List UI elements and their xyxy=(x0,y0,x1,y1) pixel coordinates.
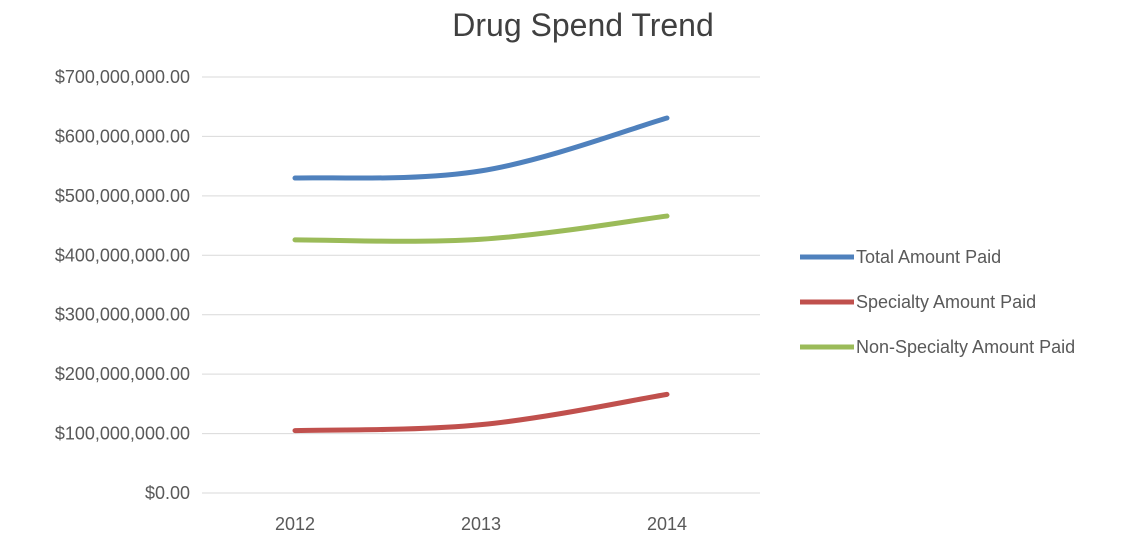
y-tick-label: $400,000,000.00 xyxy=(55,245,190,265)
y-axis-tick-labels: $0.00 $100,000,000.00 $200,000,000.00 $300,… xyxy=(55,67,190,503)
x-tick-label: 2013 xyxy=(461,514,501,534)
legend-entry: Total Amount Paid xyxy=(800,247,1001,267)
series-lines xyxy=(292,115,670,434)
series-non-specialty-amount-paid xyxy=(292,213,670,244)
series-line-total-amount-paid xyxy=(292,115,670,181)
legend-entry: Non-Specialty Amount Paid xyxy=(800,337,1075,357)
y-tick-label: $200,000,000.00 xyxy=(55,364,190,384)
y-tick-label: $100,000,000.00 xyxy=(55,424,190,444)
legend-label: Non-Specialty Amount Paid xyxy=(856,337,1075,357)
x-tick-label: 2014 xyxy=(647,514,687,534)
gridlines xyxy=(202,76,760,494)
x-axis-tick-labels: 2012 2013 2014 xyxy=(275,514,687,534)
series-line-specialty-amount-paid xyxy=(292,391,670,434)
legend-label: Specialty Amount Paid xyxy=(856,292,1036,312)
legend-label: Total Amount Paid xyxy=(856,247,1001,267)
legend: Total Amount Paid Specialty Amount Paid No… xyxy=(800,247,1075,357)
chart-title: Drug Spend Trend xyxy=(452,7,714,43)
y-tick-label: $600,000,000.00 xyxy=(55,126,190,146)
y-tick-label: $0.00 xyxy=(145,483,190,503)
y-tick-label: $500,000,000.00 xyxy=(55,186,190,206)
series-total-amount-paid xyxy=(292,115,670,181)
y-tick-label: $300,000,000.00 xyxy=(55,305,190,325)
x-tick-label: 2012 xyxy=(275,514,315,534)
series-line-non-specialty-amount-paid xyxy=(292,213,670,244)
legend-entry: Specialty Amount Paid xyxy=(800,292,1036,312)
series-specialty-amount-paid xyxy=(292,391,670,434)
y-tick-label: $700,000,000.00 xyxy=(55,67,190,87)
